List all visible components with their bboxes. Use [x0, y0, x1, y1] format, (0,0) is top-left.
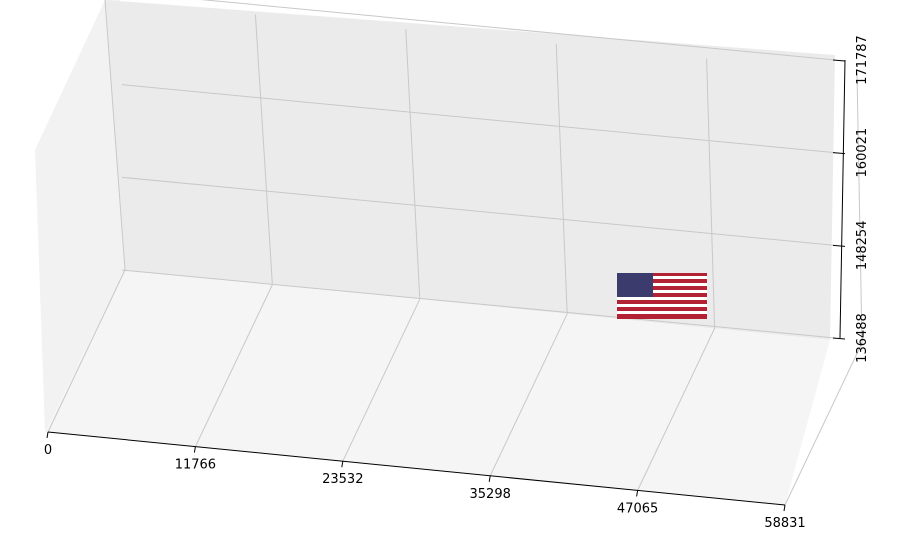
grid-line [784, 342, 863, 506]
x-tick-label: 47065 [617, 501, 658, 516]
x-tick-label: 58831 [764, 516, 805, 531]
x-tick [783, 504, 786, 512]
x-tick [488, 475, 491, 482]
grid-line [121, 269, 836, 339]
x-tick [341, 461, 344, 468]
x-tick [46, 431, 49, 439]
z-tick [832, 337, 846, 340]
back-wall [105, 0, 835, 340]
grid-line [405, 29, 421, 300]
grid-line [104, 0, 126, 271]
grid-line [121, 84, 836, 154]
z-tick [832, 244, 846, 247]
grid-line [47, 269, 126, 433]
flag [617, 273, 707, 319]
floor [45, 270, 830, 505]
grid-line [706, 58, 716, 329]
z-tick-label: 171787 [855, 35, 870, 85]
left-wall [35, 0, 125, 432]
grid-line [254, 14, 273, 285]
x-tick [636, 490, 639, 497]
z-axis [839, 59, 846, 339]
x-tick-label: 23532 [322, 472, 363, 487]
x-tick-label: 11766 [175, 458, 216, 473]
grid-line [555, 43, 568, 314]
x-axis [47, 431, 786, 506]
grid-line [121, 176, 836, 246]
x-tick-label: 35298 [470, 487, 511, 502]
z-tick-label: 148254 [855, 221, 870, 271]
grid-line [342, 298, 421, 462]
grid-line [194, 284, 273, 447]
grid-line [489, 313, 568, 477]
x-tick [193, 446, 196, 453]
z-tick-label: 136488 [855, 313, 870, 363]
z-tick [832, 59, 846, 62]
grid-line [856, 72, 863, 344]
grid-line [200, 0, 836, 61]
x-tick-label: 0 [44, 443, 52, 458]
z-tick-label: 160021 [855, 128, 870, 178]
grid-line [637, 328, 716, 491]
